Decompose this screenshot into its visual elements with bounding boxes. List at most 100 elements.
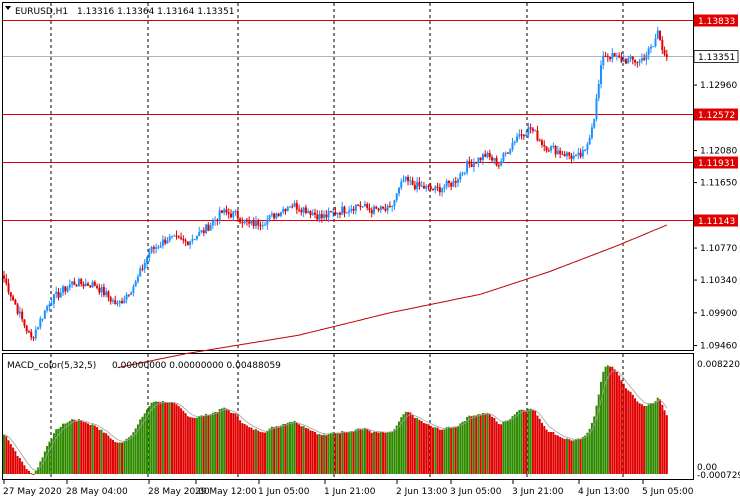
candle-body [16, 304, 19, 314]
macd-bar [373, 431, 376, 474]
macd-bar [511, 416, 514, 474]
candle-body [195, 236, 198, 240]
macd-bar [450, 427, 453, 474]
macd-bar [554, 434, 557, 474]
candle-body [86, 283, 89, 286]
macd-bar [368, 430, 371, 474]
candle-body [209, 225, 212, 231]
candle-body [286, 207, 289, 212]
macd-bar [279, 425, 282, 474]
candle-body [463, 172, 466, 174]
macd-bar [643, 405, 646, 474]
candle-body [116, 303, 119, 305]
time-label: 2 Jun 13:00 [396, 487, 448, 497]
candle-body [225, 209, 228, 213]
candle-body [89, 285, 92, 288]
price-pane[interactable] [2, 2, 694, 351]
candle-body [552, 145, 555, 147]
macd-bar [341, 431, 344, 474]
candle-body [189, 240, 192, 245]
macd-bar [631, 394, 634, 474]
macd-bar [59, 426, 62, 474]
time-label: 1 Jun 21:00 [324, 487, 376, 497]
macd-bar [470, 416, 473, 474]
macd-bar [134, 428, 137, 474]
macd-bar [563, 439, 566, 474]
macd-bar [193, 418, 196, 474]
candle-body [71, 281, 74, 285]
macd-bar [34, 470, 37, 474]
candle-body [547, 150, 550, 152]
macd-bar [506, 420, 509, 474]
candle-body [14, 299, 17, 305]
candle-body [118, 301, 121, 304]
macd-bar [304, 427, 307, 474]
candle-body [311, 212, 314, 215]
macd-bar [96, 427, 99, 474]
candle-body [436, 186, 439, 188]
candle-body [100, 286, 103, 293]
macd-bar [543, 425, 546, 474]
candle-body [481, 154, 484, 161]
macd-bar [481, 412, 484, 474]
macd-scale-bottom: -0.000729 [697, 471, 740, 481]
macd-bar [377, 432, 380, 474]
macd-bar [230, 412, 232, 474]
macd-bar [66, 422, 69, 474]
candle-body [325, 214, 328, 218]
macd-bar [493, 417, 496, 474]
macd-bar [629, 391, 632, 474]
candle-body [581, 150, 584, 157]
macd-bar [502, 422, 505, 474]
candle-body [259, 225, 262, 227]
macd-bar [640, 404, 643, 474]
macd-bar [329, 432, 332, 474]
macd-bar [150, 402, 153, 474]
time-label: 4 Jun 13:00 [578, 487, 630, 497]
macd-bar [164, 402, 167, 474]
candle-body [422, 185, 425, 189]
macd-bar [495, 421, 498, 474]
macd-bar [570, 440, 573, 474]
candle-body [245, 219, 248, 222]
candle-body [50, 303, 53, 305]
macd-bar [136, 424, 139, 474]
candle-body [359, 205, 362, 207]
candle-body [12, 296, 15, 300]
candle-body [316, 214, 319, 220]
candle-body [121, 301, 124, 304]
candle-body [146, 257, 149, 263]
candle-body [111, 300, 114, 302]
current-price-box [693, 50, 739, 63]
level-label: 1.11931 [698, 159, 735, 169]
macd-bar [461, 421, 464, 474]
candle-body [130, 292, 133, 296]
macd-bar [141, 416, 144, 474]
macd-bar [618, 375, 621, 474]
macd-bar [48, 441, 51, 474]
macd-bar [282, 423, 285, 474]
macd-bar [545, 429, 548, 474]
candle-body [295, 203, 298, 210]
price-tick-label: 1.09900 [700, 309, 737, 319]
candle-body [218, 210, 221, 221]
macd-bar [550, 431, 553, 474]
macd-histogram [3, 365, 668, 475]
macd-bar [332, 432, 335, 474]
macd-bar [175, 404, 178, 474]
candlesticks [3, 26, 668, 342]
candle-body [634, 59, 637, 63]
macd-bar [30, 473, 33, 475]
macd-bar [559, 436, 562, 474]
macd-bar [57, 428, 60, 474]
candle-body [5, 278, 8, 284]
macd-bar [597, 394, 600, 474]
collapse-arrow-icon[interactable] [5, 6, 11, 10]
macd-bar [23, 465, 26, 474]
candle-body [370, 209, 373, 214]
candle-body [432, 189, 435, 191]
candle-body [509, 149, 512, 154]
candle-body [329, 211, 332, 213]
macd-bar [404, 411, 407, 474]
